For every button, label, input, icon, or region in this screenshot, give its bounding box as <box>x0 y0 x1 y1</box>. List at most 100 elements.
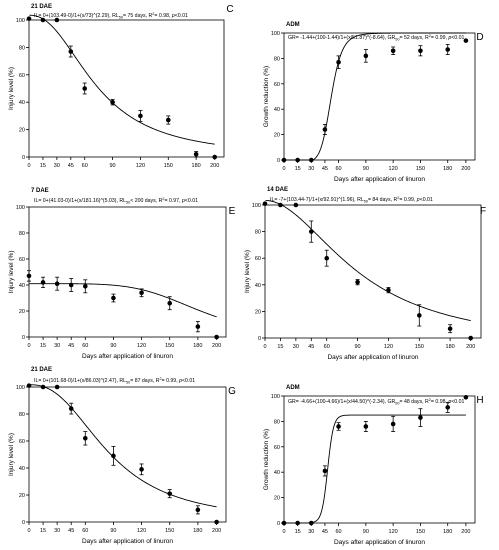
chart-panel-g: 0 20 40 60 80 100 0 15 30 45 60 90 120 150 180 200 Days … <box>8 367 236 545</box>
data-point <box>193 151 199 157</box>
x-tick-label: 45 <box>322 529 328 535</box>
x-tick-label: 150 <box>165 528 174 534</box>
fitted-curve <box>29 14 215 145</box>
data-point <box>167 491 173 496</box>
y-tick-label: 80 <box>274 419 280 425</box>
plot-frame <box>283 395 476 524</box>
x-tick-label: 30 <box>54 343 60 349</box>
y-tick-label: 80 <box>274 56 280 62</box>
x-tick-label: 90 <box>363 529 369 535</box>
x-tick-label: 15 <box>277 344 283 350</box>
data-point <box>54 281 60 287</box>
x-tick-label: 120 <box>136 163 145 169</box>
y-tick-label: 100 <box>16 18 25 24</box>
data-point <box>463 394 469 400</box>
y-tick-label: 0 <box>22 155 25 161</box>
data-point <box>40 280 46 285</box>
x-tick-label: 60 <box>336 166 342 172</box>
x-tick-label: 120 <box>389 166 398 172</box>
y-tick-label: 40 <box>255 283 261 289</box>
data-point <box>262 201 268 206</box>
x-tick-label: 0 <box>27 528 30 534</box>
x-tick-label: 15 <box>40 343 46 349</box>
y-tick-label: 100 <box>16 205 25 211</box>
panel-condition-label: 7 DAE <box>31 188 49 194</box>
x-tick-label: 45 <box>68 528 74 534</box>
x-tick-label: 60 <box>82 343 88 349</box>
data-point <box>26 16 32 21</box>
data-point <box>212 154 218 160</box>
panel-letter: C <box>226 4 233 15</box>
y-tick-label: 100 <box>16 385 25 391</box>
y-tick-label: 60 <box>19 439 25 445</box>
x-tick-label: 60 <box>82 163 88 169</box>
data-point <box>322 468 328 474</box>
x-tick-label: 15 <box>40 163 46 169</box>
data-point <box>418 48 423 54</box>
y-axis-label: Injury level (%) <box>8 251 15 294</box>
y-tick-label: 0 <box>258 336 261 342</box>
x-axis-label: Days after application of linuron <box>82 538 173 545</box>
y-tick-label: 100 <box>252 203 261 209</box>
panel-condition-label: 14 DAE <box>267 187 288 193</box>
y-tick-label: 80 <box>19 231 25 237</box>
data-point <box>447 326 453 331</box>
data-point <box>363 424 369 429</box>
equation-label: IL= 0+(41.03-0)/1+(x/181.16)^(5.03), RL5… <box>34 197 198 205</box>
y-tick-label: 20 <box>255 309 261 315</box>
data-point <box>308 520 314 526</box>
data-point <box>111 295 116 301</box>
data-point <box>82 436 88 441</box>
x-axis-label: Days after application of linuron <box>334 539 425 546</box>
y-tick-label: 60 <box>19 257 25 263</box>
x-tick-label: 180 <box>443 166 452 172</box>
y-axis-label: Injury level (%) <box>244 250 251 293</box>
y-axis-label: Growth reduction (%) <box>263 429 270 490</box>
plot-frame <box>283 32 476 161</box>
y-axis-label: Injury level (%) <box>8 433 15 476</box>
data-point <box>468 335 474 341</box>
equation-label: GR= -1.44+(100-1.44)/1+(x/51.87)^(-8.64)… <box>288 34 464 42</box>
x-axis-label: Days after application of linuron <box>327 354 418 361</box>
plot-frame <box>28 206 227 338</box>
x-tick-label: 15 <box>295 529 301 535</box>
x-tick-label: 200 <box>212 528 221 534</box>
panel-condition-label: ADM <box>286 22 300 28</box>
data-point <box>336 424 341 429</box>
x-tick-label: 30 <box>293 344 299 350</box>
x-tick-label: 45 <box>322 166 328 172</box>
y-tick-label: 20 <box>19 128 25 134</box>
data-point <box>445 405 451 410</box>
panel-condition-label: 21 DAE <box>31 4 52 10</box>
chart-panel-e: 0 20 40 60 80 100 0 15 30 45 60 90 120 150 180 200 Days … <box>8 188 236 360</box>
panel-letter: E <box>229 206 236 217</box>
x-tick-label: 0 <box>282 166 285 172</box>
plot-frame <box>28 19 225 158</box>
data-point <box>363 53 369 59</box>
data-point <box>26 273 32 279</box>
x-tick-label: 0 <box>27 343 30 349</box>
x-tick-label: 180 <box>446 344 455 350</box>
y-tick-label: 20 <box>19 309 25 315</box>
x-tick-label: 60 <box>324 344 330 350</box>
data-point <box>308 157 314 163</box>
x-tick-label: 90 <box>110 343 116 349</box>
data-point <box>295 157 300 163</box>
y-tick-label: 0 <box>277 521 280 527</box>
y-tick-label: 100 <box>271 394 280 400</box>
data-point <box>390 421 396 427</box>
y-axis-label: Growth reduction (%) <box>263 66 270 127</box>
data-point <box>165 117 171 123</box>
panel-condition-label: 21 DAE <box>31 367 52 373</box>
equation-label: GR= -4.66+(100-4.66)/1+(x/44.50)^(-2.34)… <box>288 398 464 406</box>
x-tick-label: 150 <box>416 166 425 172</box>
data-point <box>110 99 115 105</box>
fitted-curve <box>29 283 217 318</box>
y-tick-label: 0 <box>22 335 25 341</box>
data-point <box>54 17 60 23</box>
data-point <box>54 384 60 390</box>
data-point <box>214 519 219 525</box>
x-tick-label: 60 <box>336 529 342 535</box>
y-tick-label: 40 <box>19 466 25 472</box>
data-point <box>82 86 88 91</box>
